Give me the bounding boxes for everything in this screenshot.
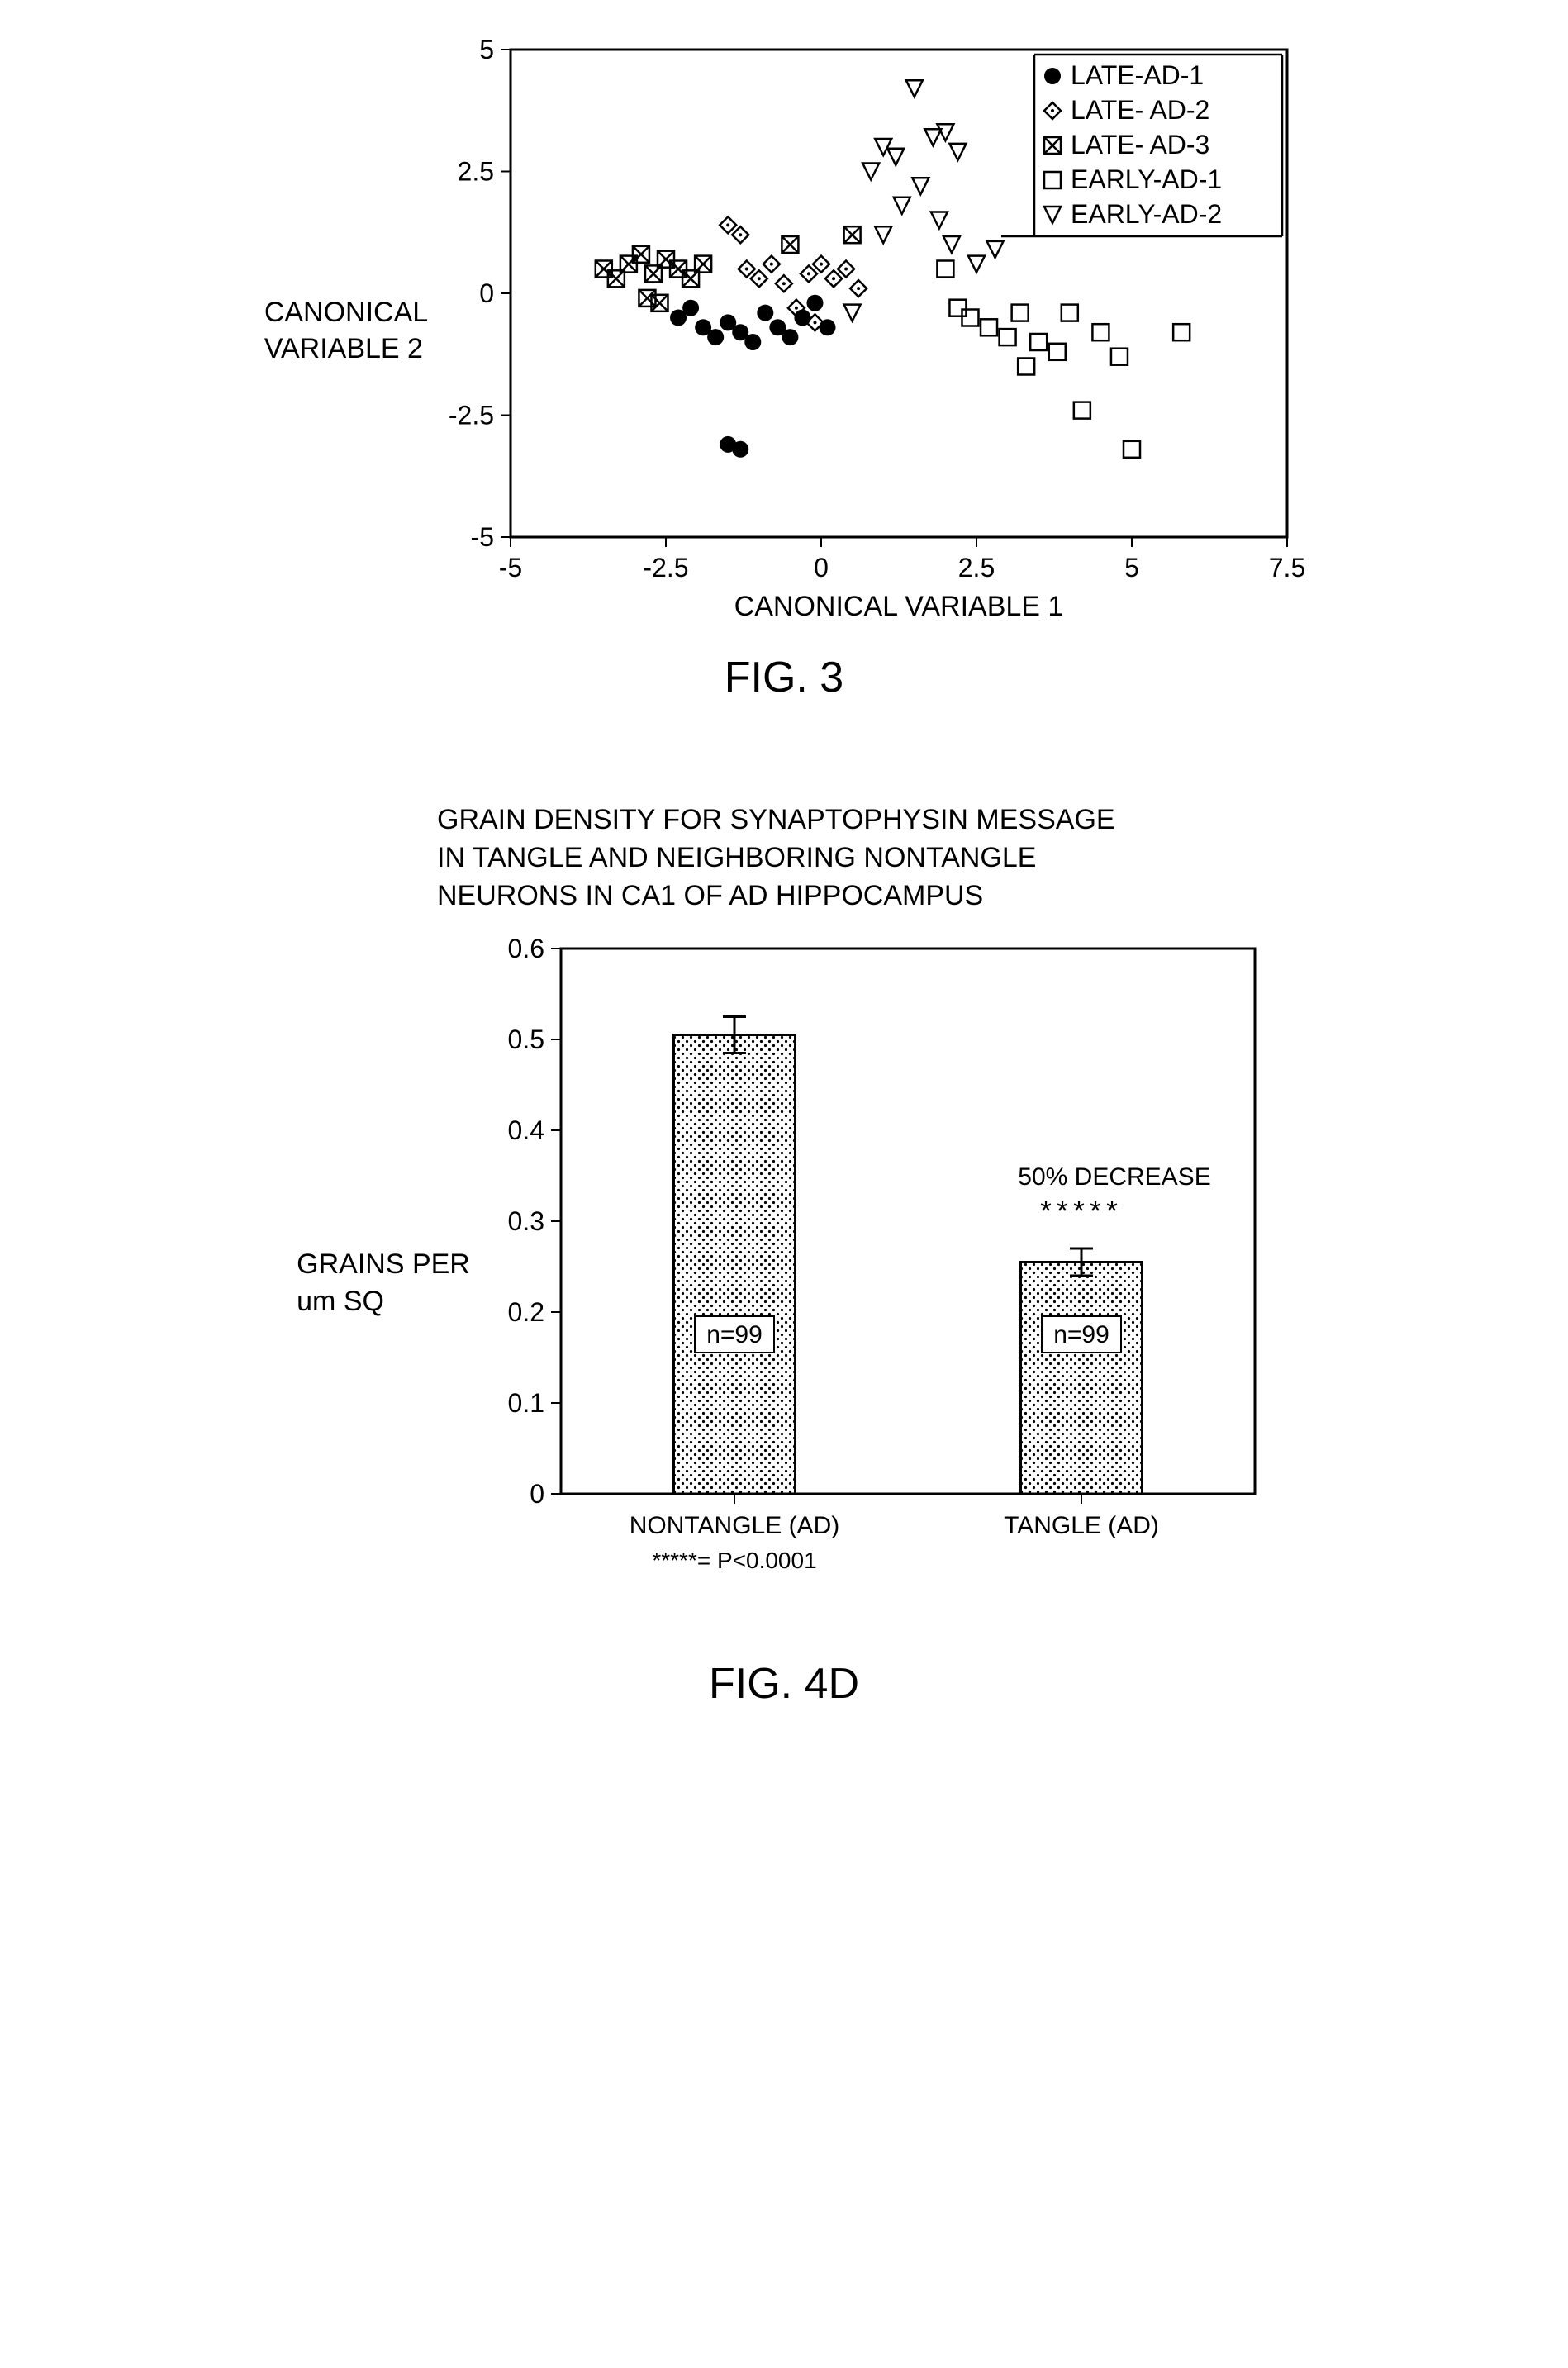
svg-text:2.5: 2.5 — [458, 157, 494, 187]
fig4d-ylabel-line2: um SQ — [297, 1286, 384, 1317]
svg-text:-2.5: -2.5 — [449, 401, 494, 430]
svg-text:0.5: 0.5 — [507, 1025, 544, 1054]
fig3-ylabel-line1: CANONICAL — [264, 297, 428, 328]
svg-text:5: 5 — [479, 35, 494, 64]
svg-text:0.3: 0.3 — [507, 1206, 544, 1236]
fig3-ylabel: CANONICAL VARIABLE 2 — [264, 294, 428, 367]
svg-text:7.5: 7.5 — [1269, 553, 1304, 582]
svg-text:0: 0 — [479, 278, 494, 308]
svg-text:LATE- AD-3: LATE- AD-3 — [1071, 130, 1209, 159]
svg-text:*****: ***** — [1040, 1194, 1123, 1228]
svg-text:0.4: 0.4 — [507, 1115, 544, 1145]
svg-text:EARLY-AD-1: EARLY-AD-1 — [1071, 164, 1222, 194]
fig3-chart-row: CANONICAL VARIABLE 2 -5 -2.5 0 2.5 5 7.5 -5 -2.… — [206, 33, 1362, 628]
svg-text:n=99: n=99 — [1053, 1321, 1109, 1348]
svg-text:50% DECREASE: 50% DECREASE — [1018, 1163, 1210, 1191]
fig4d-ylabel-line1: GRAINS PER — [297, 1248, 470, 1280]
fig3-caption: FIG. 3 — [206, 653, 1362, 702]
svg-text:2.5: 2.5 — [958, 553, 995, 582]
svg-text:0.6: 0.6 — [507, 934, 544, 963]
svg-text:NONTANGLE (AD): NONTANGLE (AD) — [630, 1512, 839, 1539]
svg-text:TANGLE (AD): TANGLE (AD) — [1004, 1512, 1159, 1539]
fig3-plot: -5 -2.5 0 2.5 5 7.5 -5 -2.5 0 2.5 5 CANONICAL VARIA… — [436, 33, 1304, 628]
svg-text:5: 5 — [1124, 553, 1139, 582]
fig4d-title: GRAIN DENSITY FOR SYNAPTOPHYSIN MESSAGE … — [437, 801, 1131, 915]
fig4d-ylabel: GRAINS PER um SQ — [297, 1246, 470, 1319]
svg-text:LATE- AD-2: LATE- AD-2 — [1071, 95, 1209, 125]
fig4d-caption: FIG. 4D — [206, 1659, 1362, 1709]
svg-text:EARLY-AD-2: EARLY-AD-2 — [1071, 199, 1222, 229]
svg-text:0: 0 — [814, 553, 829, 582]
figure-4d: GRAIN DENSITY FOR SYNAPTOPHYSIN MESSAGE … — [206, 801, 1362, 1709]
svg-text:0.1: 0.1 — [507, 1388, 544, 1418]
svg-text:0.2: 0.2 — [507, 1297, 544, 1327]
svg-text:CANONICAL VARIABLE 1: CANONICAL VARIABLE 1 — [734, 591, 1064, 622]
fig4d-plot: 0 0.1 0.2 0.3 0.4 0.5 0.6 n=99 NONTANGLE (AD) n=9… — [478, 932, 1271, 1634]
fig4d-chart-row: GRAINS PER um SQ 0 0.1 0.2 0.3 0.4 0.5 0.6 n=99… — [206, 932, 1362, 1634]
svg-text:n=99: n=99 — [706, 1321, 763, 1348]
svg-text:LATE-AD-1: LATE-AD-1 — [1071, 60, 1204, 90]
figure-3: CANONICAL VARIABLE 2 -5 -2.5 0 2.5 5 7.5 -5 -2.… — [206, 33, 1362, 702]
svg-text:-5: -5 — [499, 553, 522, 582]
fig3-ylabel-line2: VARIABLE 2 — [264, 333, 423, 364]
svg-text:*****= P<0.0001: *****= P<0.0001 — [652, 1548, 816, 1573]
svg-text:-5: -5 — [471, 522, 494, 552]
svg-text:-2.5: -2.5 — [644, 553, 689, 582]
svg-text:0: 0 — [530, 1479, 544, 1509]
